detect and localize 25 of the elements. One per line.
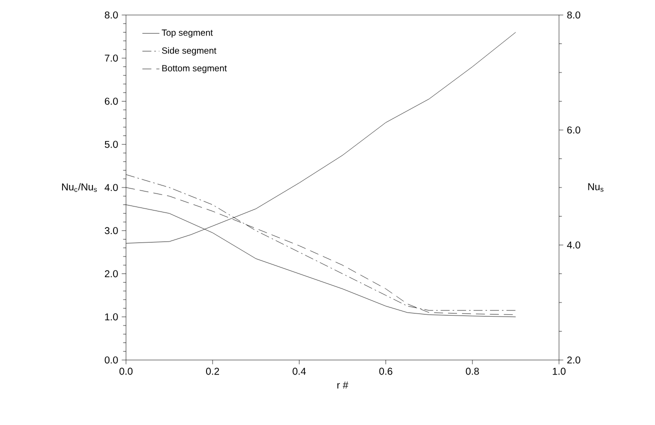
y-tick-label: 0.0 (104, 356, 118, 364)
legend-label: Bottom segment (162, 65, 227, 74)
y2-axis-title: Nu$_{s}$ (588, 183, 604, 192)
x-tick-label: 0.4 (292, 368, 306, 375)
x-tick-label: 0.2 (206, 368, 220, 375)
y-tick-label: 3.0 (104, 227, 118, 234)
legend-label: Side segment (162, 47, 216, 56)
x-tick-label: 0.6 (379, 368, 392, 375)
x-tick-label: 0.0 (119, 368, 133, 375)
y2-tick-label: 2.0 (567, 356, 580, 364)
y2-tick-label: 4.0 (567, 241, 580, 249)
y-tick-label: 7.0 (104, 54, 118, 62)
y-axis-title: Nu$_{c}$/Nu$_{s}$ (62, 183, 97, 192)
x-tick-label: 1.0 (552, 368, 566, 375)
y-tick-label: 8.0 (104, 11, 118, 19)
y-tick-label: 6.0 (104, 98, 118, 105)
y2-tick-label: 6.0 (567, 126, 580, 134)
y-tick-label: 2.0 (104, 270, 118, 278)
y-tick-label: 5.0 (104, 140, 118, 148)
y2-tick-label: 8.0 (567, 11, 580, 19)
y-tick-label: 1.0 (105, 313, 118, 320)
y-tick-label: 4.0 (104, 184, 118, 192)
legend-label: Top segment (162, 30, 213, 38)
x-tick-label: 0.8 (466, 368, 479, 375)
x-axis-title: r # (337, 382, 348, 388)
